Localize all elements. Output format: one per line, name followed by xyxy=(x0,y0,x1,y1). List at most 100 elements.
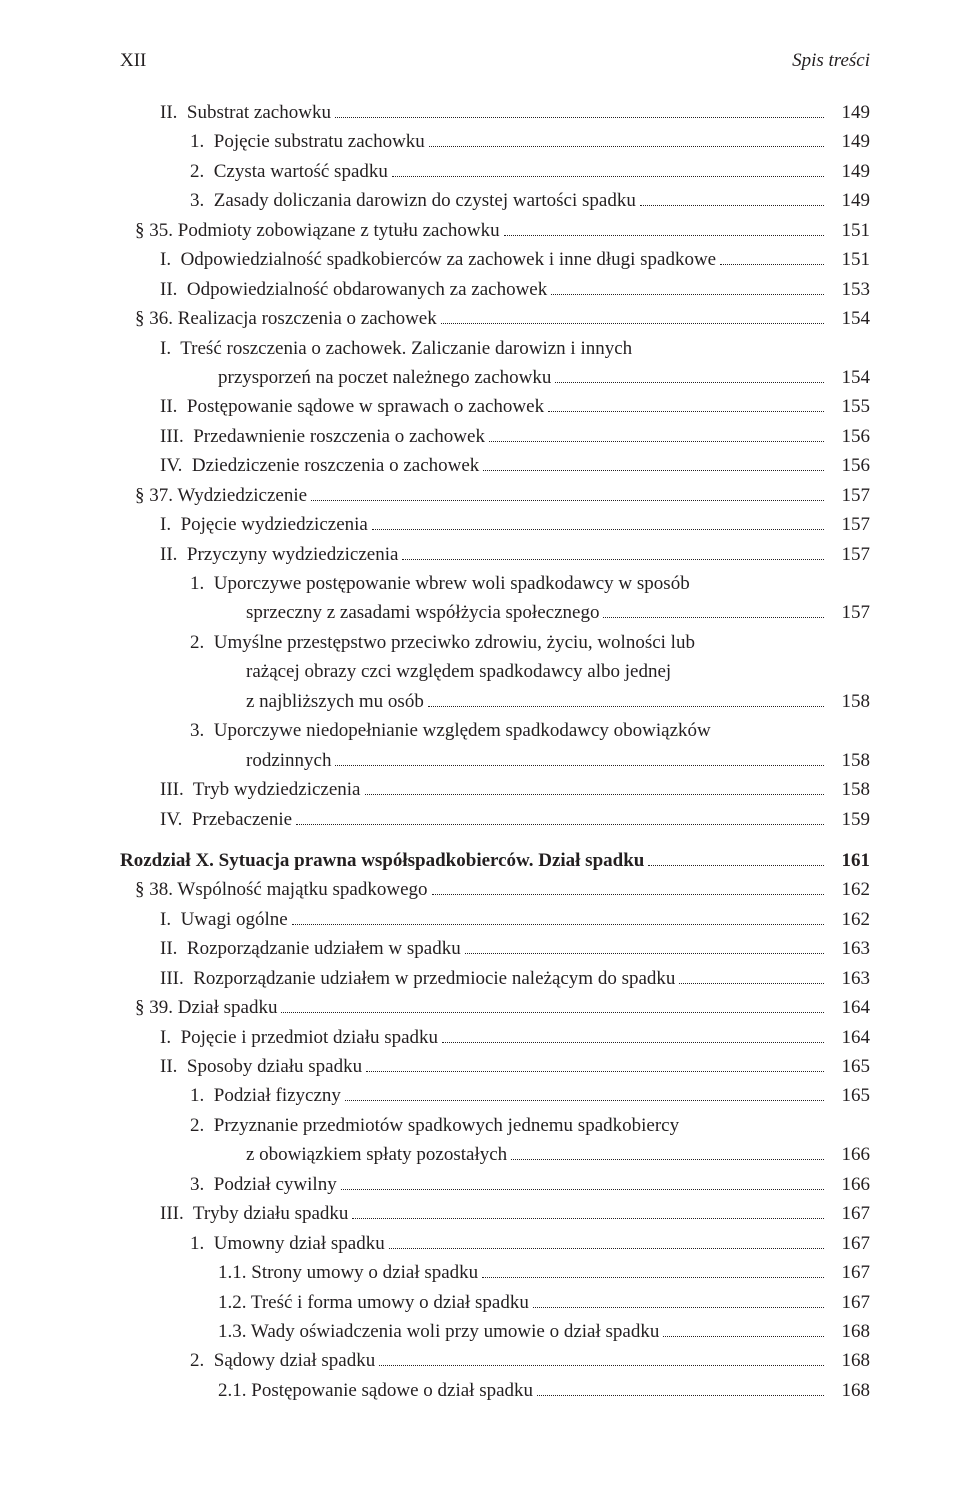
toc-page: 157 xyxy=(828,481,870,510)
toc-dots xyxy=(428,690,824,707)
toc-page: 158 xyxy=(828,775,870,804)
toc-label: § 36. Realizacja roszczenia o zachowek xyxy=(135,304,437,333)
toc-entry: 2. Przyznanie przedmiotów spadkowych jed… xyxy=(120,1111,870,1140)
page-container: XII Spis treści II. Substrat zachowku149… xyxy=(0,0,960,1465)
toc-label: II. Substrat zachowku xyxy=(160,98,331,127)
toc-dots xyxy=(483,454,824,471)
toc-page: 154 xyxy=(828,363,870,392)
toc-page: 167 xyxy=(828,1229,870,1258)
toc-label: przysporzeń na poczet należnego zachowku xyxy=(218,363,551,392)
toc-entry: przysporzeń na poczet należnego zachowku… xyxy=(120,363,870,392)
toc-dots xyxy=(482,1261,824,1278)
toc-label: § 39. Dział spadku xyxy=(135,993,277,1022)
toc-label: II. Odpowiedzialność obdarowanych za zac… xyxy=(160,275,547,304)
toc-dots xyxy=(372,513,824,530)
toc-entry: § 35. Podmioty zobowiązane z tytułu zach… xyxy=(120,216,870,245)
toc-entry: 1. Pojęcie substratu zachowku149 xyxy=(120,127,870,156)
toc-label: § 38. Wspólność majątku spadkowego xyxy=(135,875,428,904)
toc-label: III. Tryby działu spadku xyxy=(160,1199,348,1228)
toc-label: 1. Uporczywe postępowanie wbrew woli spa… xyxy=(190,569,690,598)
toc-entry: II. Postępowanie sądowe w sprawach o zac… xyxy=(120,392,870,421)
toc-page: 165 xyxy=(828,1052,870,1081)
toc-page: 158 xyxy=(828,687,870,716)
toc-label: 2. Sądowy dział spadku xyxy=(190,1346,375,1375)
toc-label: 3. Uporczywe niedopełnianie względem spa… xyxy=(190,716,711,745)
toc-dots xyxy=(335,748,824,765)
toc-entry: § 38. Wspólność majątku spadkowego162 xyxy=(120,875,870,904)
toc-page: 156 xyxy=(828,422,870,451)
toc-page: 167 xyxy=(828,1199,870,1228)
toc-entry: 2. Czysta wartość spadku149 xyxy=(120,157,870,186)
header-title: Spis treści xyxy=(792,50,870,72)
toc-page: 168 xyxy=(828,1346,870,1375)
toc-dots xyxy=(603,601,824,618)
toc-label: 2. Czysta wartość spadku xyxy=(190,157,388,186)
toc-page: 161 xyxy=(828,846,870,875)
toc-dots xyxy=(555,366,824,383)
toc-entry: § 37. Wydziedziczenie 157 xyxy=(120,481,870,510)
toc-dots xyxy=(511,1143,824,1160)
toc-entry: IV. Przebaczenie159 xyxy=(120,805,870,834)
toc-dots xyxy=(441,307,824,324)
toc-page: 157 xyxy=(828,540,870,569)
toc-dots xyxy=(720,248,824,265)
toc-label: 2. Umyślne przestępstwo przeciwko zdrowi… xyxy=(190,628,695,657)
toc-entry: III. Tryb wydziedziczenia 158 xyxy=(120,775,870,804)
toc-dots xyxy=(537,1379,824,1396)
toc-entry: II. Substrat zachowku149 xyxy=(120,98,870,127)
toc-entry: 3. Uporczywe niedopełnianie względem spa… xyxy=(120,716,870,745)
toc-entry: 1.3. Wady oświadczenia woli przy umowie … xyxy=(120,1317,870,1346)
toc-entry: rodzinnych158 xyxy=(120,746,870,775)
toc-page: 157 xyxy=(828,598,870,627)
toc-entry: III. Przedawnienie roszczenia o zachowek… xyxy=(120,422,870,451)
toc-page: 165 xyxy=(828,1081,870,1110)
toc-entry: 1. Uporczywe postępowanie wbrew woli spa… xyxy=(120,569,870,598)
toc-entry: III. Rozporządzanie udziałem w przedmioc… xyxy=(120,964,870,993)
toc-label: IV. Dziedziczenie roszczenia o zachowek xyxy=(160,451,479,480)
toc-label: § 37. Wydziedziczenie xyxy=(135,481,307,510)
table-of-contents: II. Substrat zachowku1491. Pojęcie subst… xyxy=(120,98,870,1405)
toc-page: 163 xyxy=(828,934,870,963)
toc-dots xyxy=(292,908,824,925)
toc-dots xyxy=(365,778,825,795)
toc-entry: § 39. Dział spadku164 xyxy=(120,993,870,1022)
toc-label: 3. Zasady doliczania darowizn do czystej… xyxy=(190,186,636,215)
toc-entry: 1.2. Treść i forma umowy o dział spadku1… xyxy=(120,1288,870,1317)
toc-label: I. Odpowiedzialność spadkobierców za zac… xyxy=(160,245,716,274)
toc-dots xyxy=(429,130,824,147)
toc-dots xyxy=(679,967,824,984)
toc-page: 166 xyxy=(828,1140,870,1169)
toc-dots xyxy=(311,484,824,501)
toc-entry: 1.1. Strony umowy o dział spadku167 xyxy=(120,1258,870,1287)
toc-page: 149 xyxy=(828,186,870,215)
toc-dots xyxy=(392,160,824,177)
toc-dots xyxy=(345,1084,824,1101)
toc-label: II. Rozporządzanie udziałem w spadku xyxy=(160,934,461,963)
toc-page: 168 xyxy=(828,1376,870,1405)
toc-dots xyxy=(489,425,824,442)
toc-label: 1.3. Wady oświadczenia woli przy umowie … xyxy=(218,1317,659,1346)
toc-entry: I. Pojęcie wydziedziczenia157 xyxy=(120,510,870,539)
toc-entry: II. Sposoby działu spadku165 xyxy=(120,1052,870,1081)
toc-label: sprzeczny z zasadami współżycia społeczn… xyxy=(246,598,599,627)
toc-dots xyxy=(551,277,824,294)
page-header: XII Spis treści xyxy=(120,50,870,72)
toc-entry: § 36. Realizacja roszczenia o zachowek15… xyxy=(120,304,870,333)
toc-entry: I. Odpowiedzialność spadkobierców za zac… xyxy=(120,245,870,274)
toc-label: I. Treść roszczenia o zachowek. Zaliczan… xyxy=(160,334,632,363)
toc-entry: I. Pojęcie i przedmiot działu spadku164 xyxy=(120,1023,870,1052)
toc-entry: z najbliższych mu osób158 xyxy=(120,687,870,716)
toc-entry: z obowiązkiem spłaty pozostałych166 xyxy=(120,1140,870,1169)
toc-page: 155 xyxy=(828,392,870,421)
toc-label: 1. Podział fizyczny xyxy=(190,1081,341,1110)
toc-entry: 2.1. Postępowanie sądowe o dział spadku1… xyxy=(120,1376,870,1405)
toc-page: 158 xyxy=(828,746,870,775)
toc-label: 2. Przyznanie przedmiotów spadkowych jed… xyxy=(190,1111,679,1140)
toc-entry: II. Przyczyny wydziedziczenia157 xyxy=(120,540,870,569)
toc-dots xyxy=(533,1290,824,1307)
toc-label: IV. Przebaczenie xyxy=(160,805,292,834)
toc-label: III. Tryb wydziedziczenia xyxy=(160,775,361,804)
toc-entry: 2. Sądowy dział spadku 168 xyxy=(120,1346,870,1375)
toc-dots xyxy=(504,219,824,236)
toc-label: 1.2. Treść i forma umowy o dział spadku xyxy=(218,1288,529,1317)
